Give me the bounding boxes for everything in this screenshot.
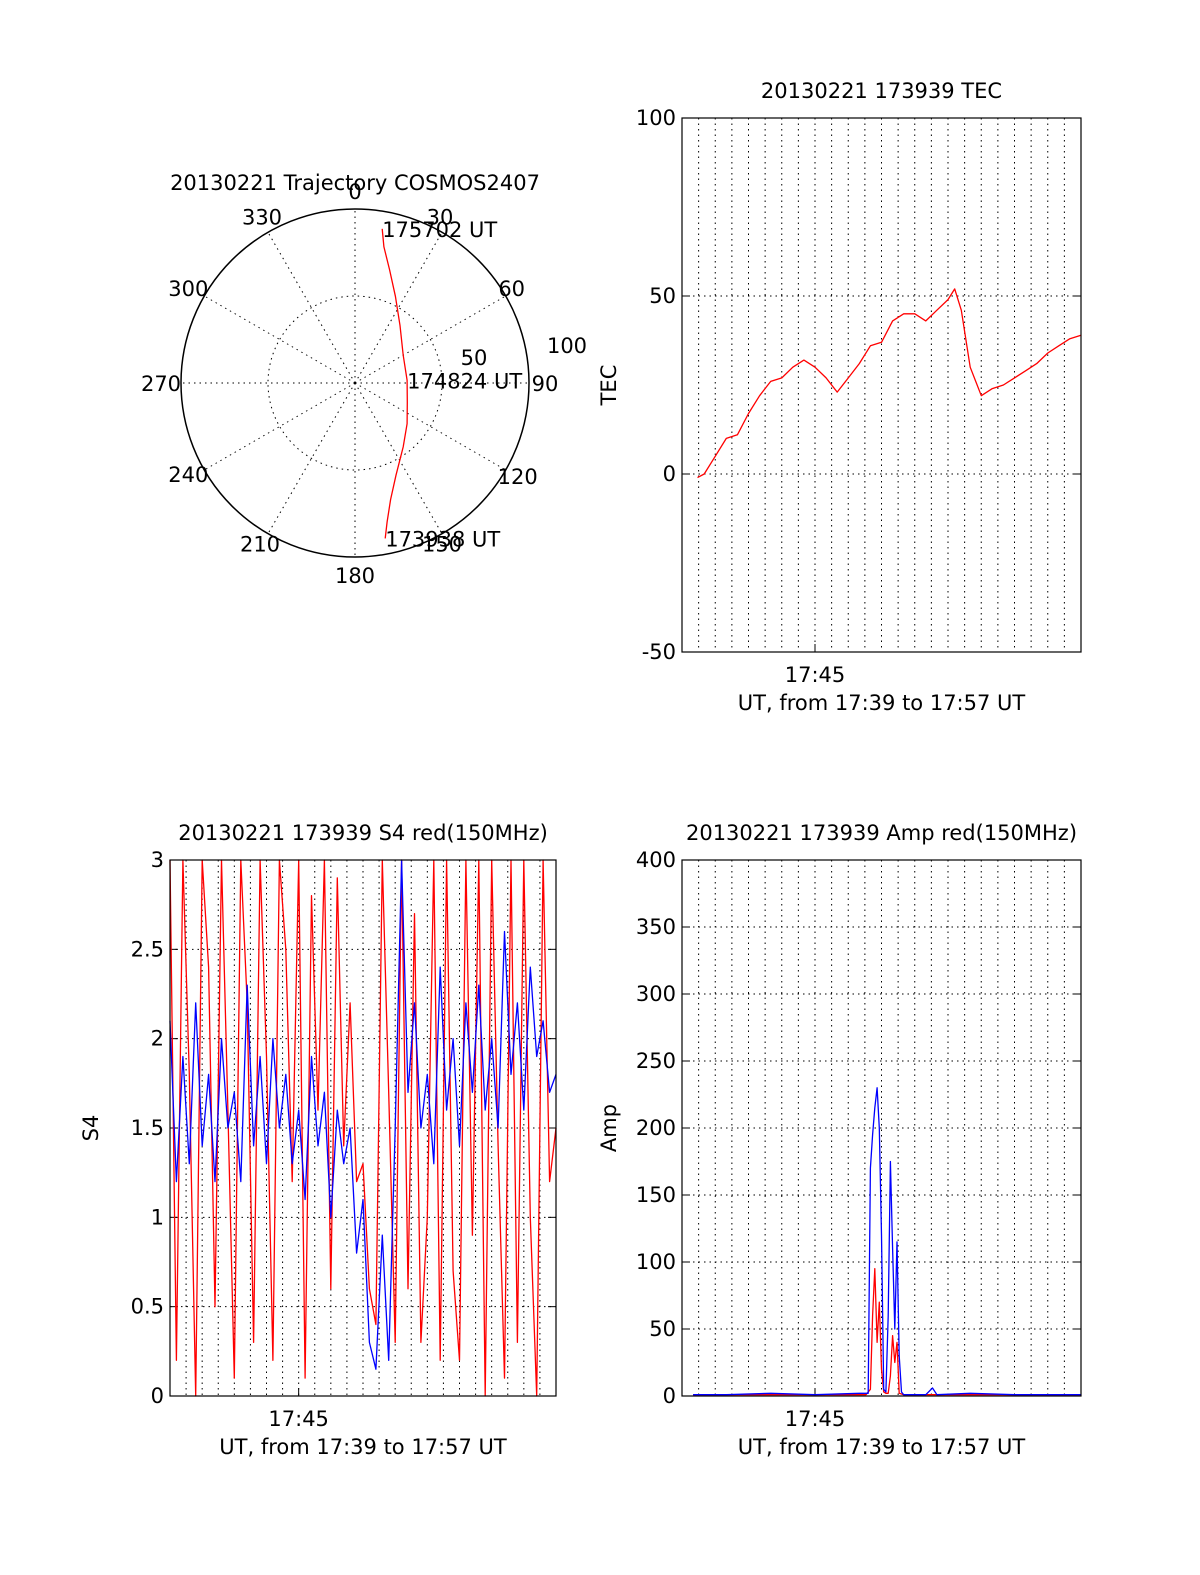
azimuth-label: 150 xyxy=(422,533,462,557)
azimuth-spoke xyxy=(354,382,443,534)
y-tick-label: 300 xyxy=(636,982,676,1006)
y-tick-label: 100 xyxy=(636,1250,676,1274)
time-annotation: 173938 UT xyxy=(385,527,500,551)
x-tick-label: 17:45 xyxy=(268,1407,329,1431)
azimuth-spoke xyxy=(204,382,356,471)
y-tick-label: 250 xyxy=(636,1049,676,1073)
chart-title: 20130221 173939 S4 red(150MHz) xyxy=(178,821,548,845)
x-tick-label: 17:45 xyxy=(785,663,846,687)
x-tick-label: 17:45 xyxy=(785,1407,846,1431)
s4-series-line-b xyxy=(169,859,557,1370)
azimuth-label: 270 xyxy=(141,372,181,396)
y-tick-label: 50 xyxy=(649,1317,676,1341)
plot-frame xyxy=(681,859,1082,1397)
y-axis-label: S4 xyxy=(79,1115,103,1142)
y-axis-label: Amp xyxy=(597,1104,621,1152)
tec-panel: -50 0 50 100 17:45 20130221 173939 TEC UT, fro… xyxy=(597,79,1082,715)
azimuth-label: 120 xyxy=(498,465,538,489)
radius-label: 100 xyxy=(547,334,587,358)
y-tick-label: -50 xyxy=(642,640,676,664)
y-tick-label: 100 xyxy=(636,106,676,130)
trajectory-panel: 0 30 60 90 120 150 180 210 240 270 300 330 50 100 1757… xyxy=(141,171,587,588)
azimuth-label: 240 xyxy=(168,463,208,487)
azimuth-label: 180 xyxy=(335,564,375,588)
azimuth-label: 0 xyxy=(348,180,361,204)
azimuth-label: 90 xyxy=(532,372,559,396)
chart-title: 20130221 173939 TEC xyxy=(761,79,1002,103)
y-tick-label: 0 xyxy=(663,1384,676,1408)
azimuth-label: 330 xyxy=(242,205,282,229)
azimuth-label: 210 xyxy=(240,533,280,557)
x-axis-label: UT, from 17:39 to 17:57 UT xyxy=(738,1435,1026,1459)
azimuth-label: 60 xyxy=(498,277,525,301)
y-tick-label: 50 xyxy=(649,284,676,308)
amp-series-line-b xyxy=(693,1087,1081,1396)
x-axis-label: UT, from 17:39 to 17:57 UT xyxy=(219,1435,507,1459)
azimuth-spoke xyxy=(267,232,356,384)
radius-label: 50 xyxy=(461,346,488,370)
s4-panel: 0 0.5 1 1.5 2 2.5 3 17:45 20130221 173939 S4 red… xyxy=(79,821,557,1459)
trajectory-line xyxy=(381,228,408,539)
time-annotation: 174824 UT xyxy=(407,369,522,393)
outer-circle xyxy=(180,208,530,558)
y-axis-label: TEC xyxy=(597,365,621,407)
plot-frame xyxy=(169,859,557,1397)
amp-series-line-a xyxy=(693,1268,1081,1396)
y-tick-label: 200 xyxy=(636,1116,676,1140)
azimuth-spoke xyxy=(204,295,356,384)
time-annotation: 175702 UT xyxy=(382,218,497,242)
azimuth-spoke xyxy=(354,382,506,471)
y-tick-label: 2 xyxy=(151,1027,164,1051)
plot-frame xyxy=(681,117,1082,653)
y-tick-label: 150 xyxy=(636,1183,676,1207)
azimuth-label: 30 xyxy=(427,205,454,229)
y-tick-label: 0.5 xyxy=(131,1295,164,1319)
radius-circle xyxy=(267,295,443,471)
y-tick-label: 1 xyxy=(151,1205,164,1229)
chart-title: 20130221 Trajectory COSMOS2407 xyxy=(170,171,540,195)
y-tick-label: 350 xyxy=(636,915,676,939)
azimuth-label: 300 xyxy=(168,277,208,301)
chart-title: 20130221 173939 Amp red(150MHz) xyxy=(686,821,1077,845)
y-tick-label: 0 xyxy=(151,1384,164,1408)
y-tick-label: 400 xyxy=(636,848,676,872)
x-axis-label: UT, from 17:39 to 17:57 UT xyxy=(738,691,1026,715)
amp-panel: 0 50 100 150 200 250 300 350 400 17:45 20130221 17… xyxy=(597,821,1082,1459)
tec-series-line-a xyxy=(697,288,1082,479)
y-tick-label: 3 xyxy=(151,848,164,872)
y-tick-label: 2.5 xyxy=(131,937,164,961)
y-tick-label: 0 xyxy=(663,462,676,486)
azimuth-spoke xyxy=(354,232,443,384)
azimuth-spoke xyxy=(354,295,506,384)
azimuth-spoke xyxy=(267,382,356,534)
y-tick-label: 1.5 xyxy=(131,1116,164,1140)
